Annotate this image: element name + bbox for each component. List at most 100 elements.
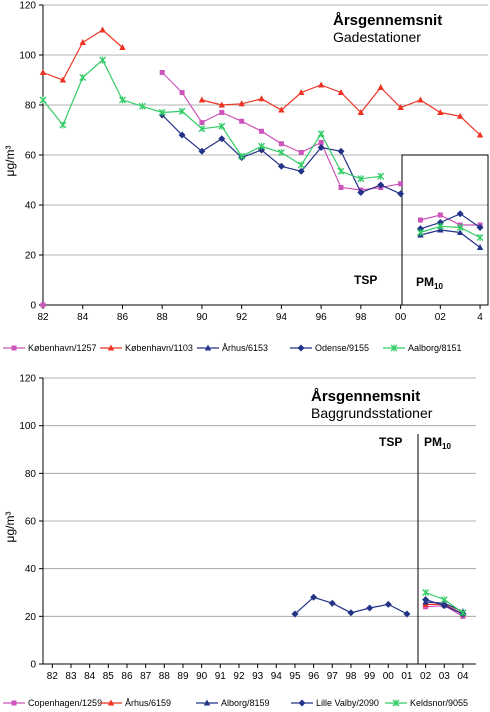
- data-point: [476, 224, 484, 231]
- data-point: [99, 56, 107, 64]
- data-point: [440, 596, 448, 604]
- data-point: [337, 89, 345, 95]
- legend-item: Århus/6153: [197, 343, 268, 353]
- y-tick-label: 60: [25, 517, 37, 528]
- legend-marker: [11, 700, 17, 706]
- y-tick-label: 0: [30, 301, 36, 312]
- y-axis-label: μg/m³: [3, 512, 17, 543]
- data-point: [366, 604, 374, 612]
- legend-label: Århus/6153: [222, 343, 268, 353]
- data-point: [456, 229, 464, 235]
- y-tick-label: 20: [25, 612, 37, 623]
- x-tick-label: 99: [364, 671, 376, 682]
- series-3: [291, 593, 467, 618]
- legend-item: København/1257: [3, 343, 97, 353]
- data-point: [198, 96, 206, 103]
- data-point: [259, 128, 265, 134]
- legend-marker: [297, 344, 305, 352]
- data-point: [416, 229, 424, 236]
- legend: København/1257 København/1103 Århus/6153 Od…: [3, 343, 462, 353]
- data-point: [377, 181, 385, 189]
- data-point: [277, 162, 285, 170]
- chart-subtitle: Gadestationer: [333, 29, 421, 45]
- y-tick-label: 40: [25, 564, 37, 575]
- x-tick-label: 94: [276, 312, 288, 323]
- data-point: [377, 172, 385, 180]
- data-point: [357, 109, 365, 115]
- data-point: [178, 107, 186, 115]
- data-point: [278, 141, 284, 147]
- pm10-label: PM10: [424, 435, 451, 451]
- data-point: [198, 147, 206, 155]
- pm10-region-box: [401, 154, 489, 306]
- x-tick-label: 98: [355, 312, 367, 323]
- data-point: [219, 110, 225, 115]
- chart-title: Årsgennemsnit: [311, 388, 420, 405]
- x-tick-label: 89: [177, 671, 189, 682]
- x-tick-label: 00: [383, 671, 395, 682]
- gridlines: [43, 377, 476, 617]
- data-point: [297, 161, 305, 169]
- data-point: [39, 69, 47, 75]
- series-4: [39, 56, 484, 241]
- data-point: [417, 96, 424, 103]
- series-4: [422, 589, 467, 617]
- legend-marker: [107, 344, 115, 351]
- tsp-label: TSP: [354, 273, 377, 287]
- x-tick-label: 95: [289, 671, 301, 682]
- data-point: [440, 602, 448, 610]
- x-tick-label: 88: [157, 312, 169, 323]
- x-tick-label: 83: [65, 671, 77, 682]
- chart-subtitle: Baggrundsstationer: [311, 405, 433, 421]
- x-tick-label: 01: [401, 671, 413, 682]
- data-point: [459, 609, 467, 617]
- x-tick-label: 88: [159, 671, 171, 682]
- legend-label: Århus/6159: [125, 698, 171, 708]
- x-tick-label: 92: [233, 671, 245, 682]
- data-point: [476, 131, 484, 138]
- series-line: [420, 213, 481, 230]
- data-point: [437, 212, 443, 218]
- x-tick-label: 02: [435, 312, 447, 323]
- data-point: [436, 222, 444, 230]
- data-point: [258, 95, 265, 102]
- series-3: [158, 111, 484, 233]
- data-point: [422, 596, 430, 604]
- legend-marker: [11, 345, 17, 351]
- data-point: [119, 96, 126, 104]
- data-point: [39, 96, 47, 104]
- data-point: [238, 100, 245, 107]
- data-point: [337, 147, 345, 155]
- data-point: [278, 106, 285, 113]
- series-line: [42, 59, 381, 180]
- data-point: [99, 26, 106, 33]
- y-tick-label: 60: [25, 151, 37, 162]
- legend-marker: [392, 699, 400, 707]
- y-tick-label: 120: [19, 374, 36, 385]
- x-tick-label: 85: [103, 671, 115, 682]
- data-point: [277, 149, 285, 156]
- x-tick-label: 92: [236, 312, 248, 323]
- data-point: [298, 89, 305, 95]
- x-tick-label: 97: [327, 671, 339, 682]
- data-point: [357, 189, 365, 196]
- data-point: [179, 90, 185, 95]
- gridlines: [43, 4, 488, 256]
- data-point: [377, 84, 384, 90]
- legend-item: Århus/6159: [100, 698, 171, 708]
- data-point: [417, 217, 423, 223]
- x-tick-label: 00: [395, 312, 407, 323]
- tsp-label: TSP: [379, 435, 402, 449]
- data-point: [291, 610, 299, 618]
- data-point: [138, 102, 146, 110]
- x-tick-label: 03: [439, 671, 451, 682]
- x-tick-label: 90: [196, 671, 208, 682]
- data-point: [258, 142, 265, 150]
- legend-item: Keldsnor/9055: [385, 698, 468, 708]
- data-point: [476, 244, 484, 250]
- legend-item: Odense/9155: [290, 343, 369, 353]
- data-point: [456, 112, 464, 119]
- x-tick-label: 96: [316, 312, 328, 323]
- legend-label: Lille Valby/2090: [316, 698, 379, 708]
